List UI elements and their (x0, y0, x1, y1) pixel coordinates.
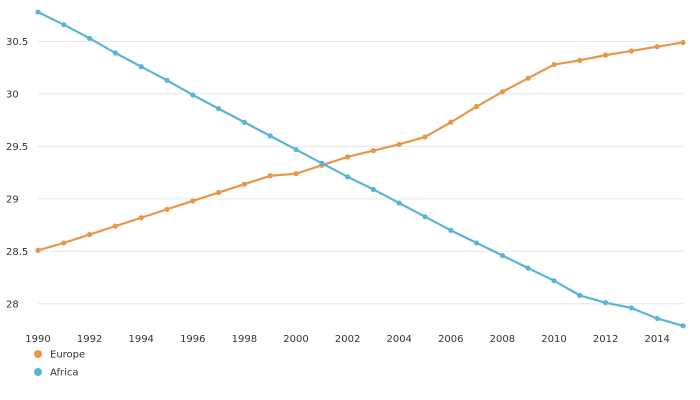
data-point (396, 200, 402, 206)
data-point (525, 75, 531, 81)
x-tick-label: 1990 (25, 334, 50, 345)
x-tick-label: 1992 (77, 334, 102, 345)
series-line-africa (36, 11, 685, 327)
data-point (422, 134, 428, 140)
data-point (319, 160, 325, 166)
data-point (138, 215, 144, 221)
data-point (112, 50, 118, 56)
data-point (603, 300, 609, 306)
data-point (61, 240, 67, 246)
data-point (370, 186, 376, 193)
x-tick-label: 1996 (180, 334, 205, 345)
data-point (216, 189, 222, 196)
x-tick-label: 2006 (438, 334, 463, 345)
data-point (35, 247, 41, 253)
data-point (525, 265, 531, 271)
data-point (654, 315, 660, 322)
y-tick-label: 30 (6, 89, 19, 100)
data-point (448, 227, 454, 233)
data-point (267, 173, 273, 179)
data-point (499, 89, 505, 95)
series-africa (35, 9, 686, 329)
data-point (577, 292, 583, 298)
data-point (680, 323, 686, 329)
data-point (422, 214, 428, 220)
data-point (216, 106, 222, 112)
data-point (551, 61, 557, 68)
x-tick-label: 2000 (283, 334, 308, 345)
grid (38, 40, 683, 305)
y-tick-label: 28.5 (6, 247, 28, 258)
legend-marker (34, 368, 42, 376)
data-point (628, 305, 635, 311)
data-point (345, 154, 351, 160)
x-tick-label: 2014 (644, 334, 669, 345)
legend-marker (34, 350, 42, 358)
data-point (448, 119, 454, 125)
data-point (474, 103, 480, 110)
data-point (190, 92, 196, 98)
legend-label: Europe (50, 350, 85, 361)
y-tick-label: 29 (6, 194, 19, 205)
data-point (551, 278, 557, 284)
data-point (628, 48, 635, 54)
data-point (87, 35, 93, 41)
x-tick-label: 2004 (386, 334, 411, 345)
data-point (87, 231, 93, 238)
data-point (293, 146, 299, 153)
legend-item-africa: Africa (34, 368, 79, 379)
axis-labels: 28 28.5 29 29.5 30 30.5 1990 1992 1994 1996 1998 20… (6, 37, 670, 345)
legend-item-europe: Europe (34, 350, 85, 361)
x-tick-label: 2002 (335, 334, 360, 345)
x-tick-label: 1998 (232, 334, 257, 345)
series-layer (35, 9, 686, 329)
data-point (577, 57, 583, 63)
data-point (267, 133, 273, 139)
data-point (164, 77, 170, 83)
legend: Europe Africa (34, 350, 85, 379)
data-point (499, 252, 505, 259)
data-point (474, 240, 480, 246)
data-point (138, 64, 144, 70)
x-tick-label: 2010 (541, 334, 566, 345)
data-point (241, 119, 247, 125)
data-point (654, 44, 660, 50)
x-tick-label: 2012 (593, 334, 618, 345)
x-tick-label: 2008 (490, 334, 515, 345)
data-point (35, 9, 41, 15)
data-point (61, 22, 67, 28)
data-point (112, 223, 118, 229)
data-point (164, 206, 170, 212)
y-tick-label: 29.5 (6, 142, 28, 153)
data-point (293, 171, 299, 177)
series-europe (35, 39, 686, 253)
data-point (345, 174, 351, 180)
y-tick-label: 28 (6, 299, 19, 310)
x-tick-label: 1994 (128, 334, 153, 345)
data-point (603, 52, 609, 58)
series-line-europe (36, 41, 685, 252)
y-tick-label: 30.5 (6, 37, 28, 48)
data-point (680, 39, 686, 46)
data-point (241, 181, 247, 187)
legend-label: Africa (50, 368, 79, 379)
data-point (396, 141, 402, 147)
data-point (190, 198, 196, 204)
data-point (370, 147, 376, 154)
